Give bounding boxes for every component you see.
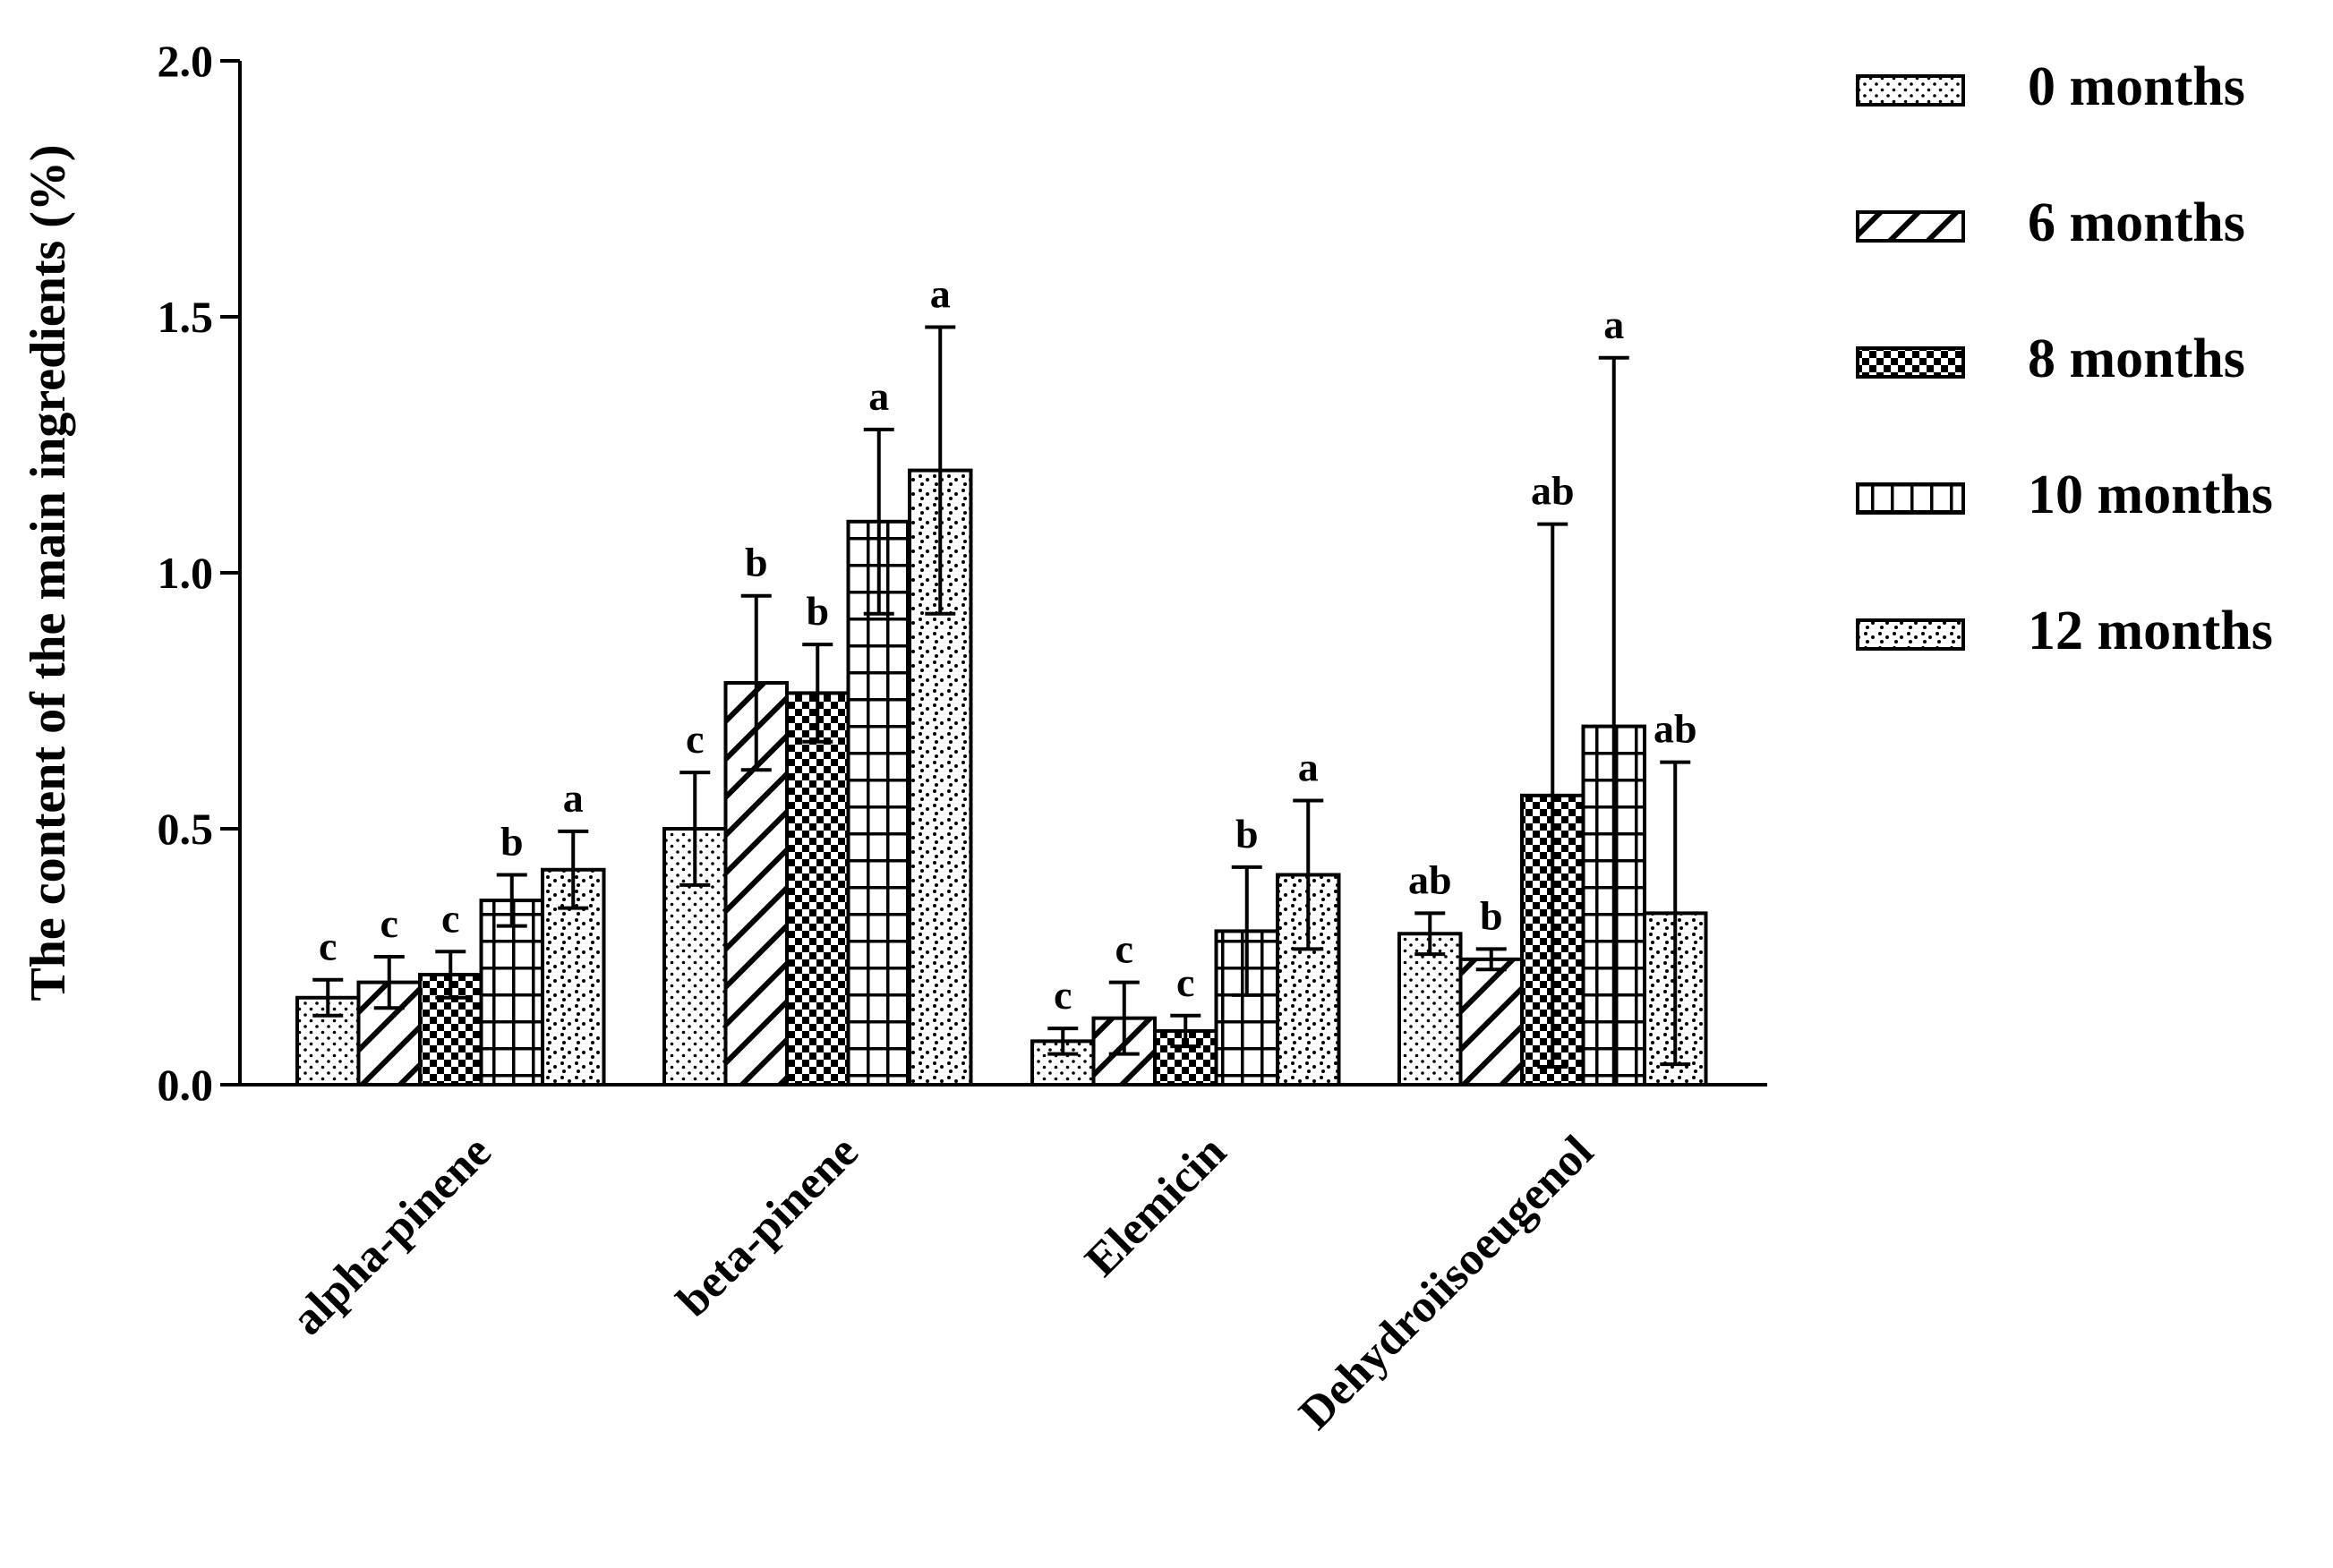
significance-letter-4-4: a	[1603, 302, 1624, 347]
significance-letter-2-5: a	[930, 270, 951, 316]
legend: 0 months 6 months 8 months 10 months 12 mont…	[1856, 56, 2273, 661]
significance-letter-4-5: ab	[1654, 706, 1697, 752]
legend-swatch-5	[1856, 618, 1965, 651]
legend-swatch-4	[1856, 482, 1965, 515]
significance-letter-1-4: b	[500, 818, 524, 864]
significance-letter-1-3: c	[441, 895, 459, 941]
x-tick-label-2: beta-pinene	[668, 1126, 868, 1326]
legend-swatch-3	[1856, 346, 1965, 379]
x-tick-label-1: alpha-pinene	[282, 1126, 501, 1345]
bar-1-5	[541, 867, 606, 1087]
y-tick-label-2: 0.5	[158, 804, 214, 854]
y-tick-label-3: 1.0	[158, 548, 214, 598]
x-tick-label-layer: alpha-pinene beta-pinene Elemicin Dehydroii…	[282, 1126, 1603, 1439]
x-tick-label-4: Dehydroiisoeugenol	[1290, 1126, 1603, 1439]
bar-2-3	[785, 691, 850, 1087]
significance-letter-1-2: c	[380, 900, 398, 946]
significance-letter-2-4: a	[868, 373, 889, 419]
y-tick-label-4: 1.5	[158, 292, 214, 342]
y-tick-layer: 0.0 0.5 1.0 1.5 2.0	[158, 36, 240, 1110]
bar-4-1	[1397, 932, 1463, 1087]
significance-letter-2-3: b	[806, 588, 829, 634]
y-tick-label-1: 0.0	[158, 1060, 214, 1110]
legend-swatch-1	[1856, 74, 1965, 107]
y-tick-label-5: 2.0	[158, 36, 214, 86]
significance-letter-1-5: a	[563, 775, 584, 821]
significance-letter-3-2: c	[1115, 926, 1133, 972]
bar-1-4	[479, 899, 544, 1087]
legend-label-5: 12 months	[2028, 601, 2273, 661]
bar-4-2	[1458, 957, 1524, 1087]
significance-letter-4-3: ab	[1531, 468, 1575, 514]
significance-letter-3-1: c	[1054, 972, 1072, 1018]
significance-letter-2-2: b	[745, 540, 768, 585]
y-axis-label: The content of the main ingredients (%)	[21, 144, 76, 1001]
x-tick-label-3: Elemicin	[1076, 1126, 1236, 1286]
legend-swatch-2	[1856, 210, 1965, 243]
significance-letter-1-1: c	[319, 924, 337, 969]
legend-label-1: 0 months	[2028, 56, 2245, 117]
bar-layer	[295, 468, 1708, 1087]
legend-label-4: 10 months	[2028, 464, 2273, 525]
significance-letter-4-1: ab	[1408, 856, 1452, 902]
significance-letter-3-4: b	[1235, 811, 1259, 856]
legend-label-3: 8 months	[2028, 328, 2245, 389]
significance-letter-3-5: a	[1298, 745, 1319, 790]
significance-letter-3-3: c	[1176, 959, 1194, 1005]
legend-label-2: 6 months	[2028, 192, 2245, 253]
significance-letter-2-1: c	[686, 716, 704, 762]
error-bar-layer	[312, 325, 1691, 1087]
significance-letter-4-2: b	[1480, 892, 1503, 938]
